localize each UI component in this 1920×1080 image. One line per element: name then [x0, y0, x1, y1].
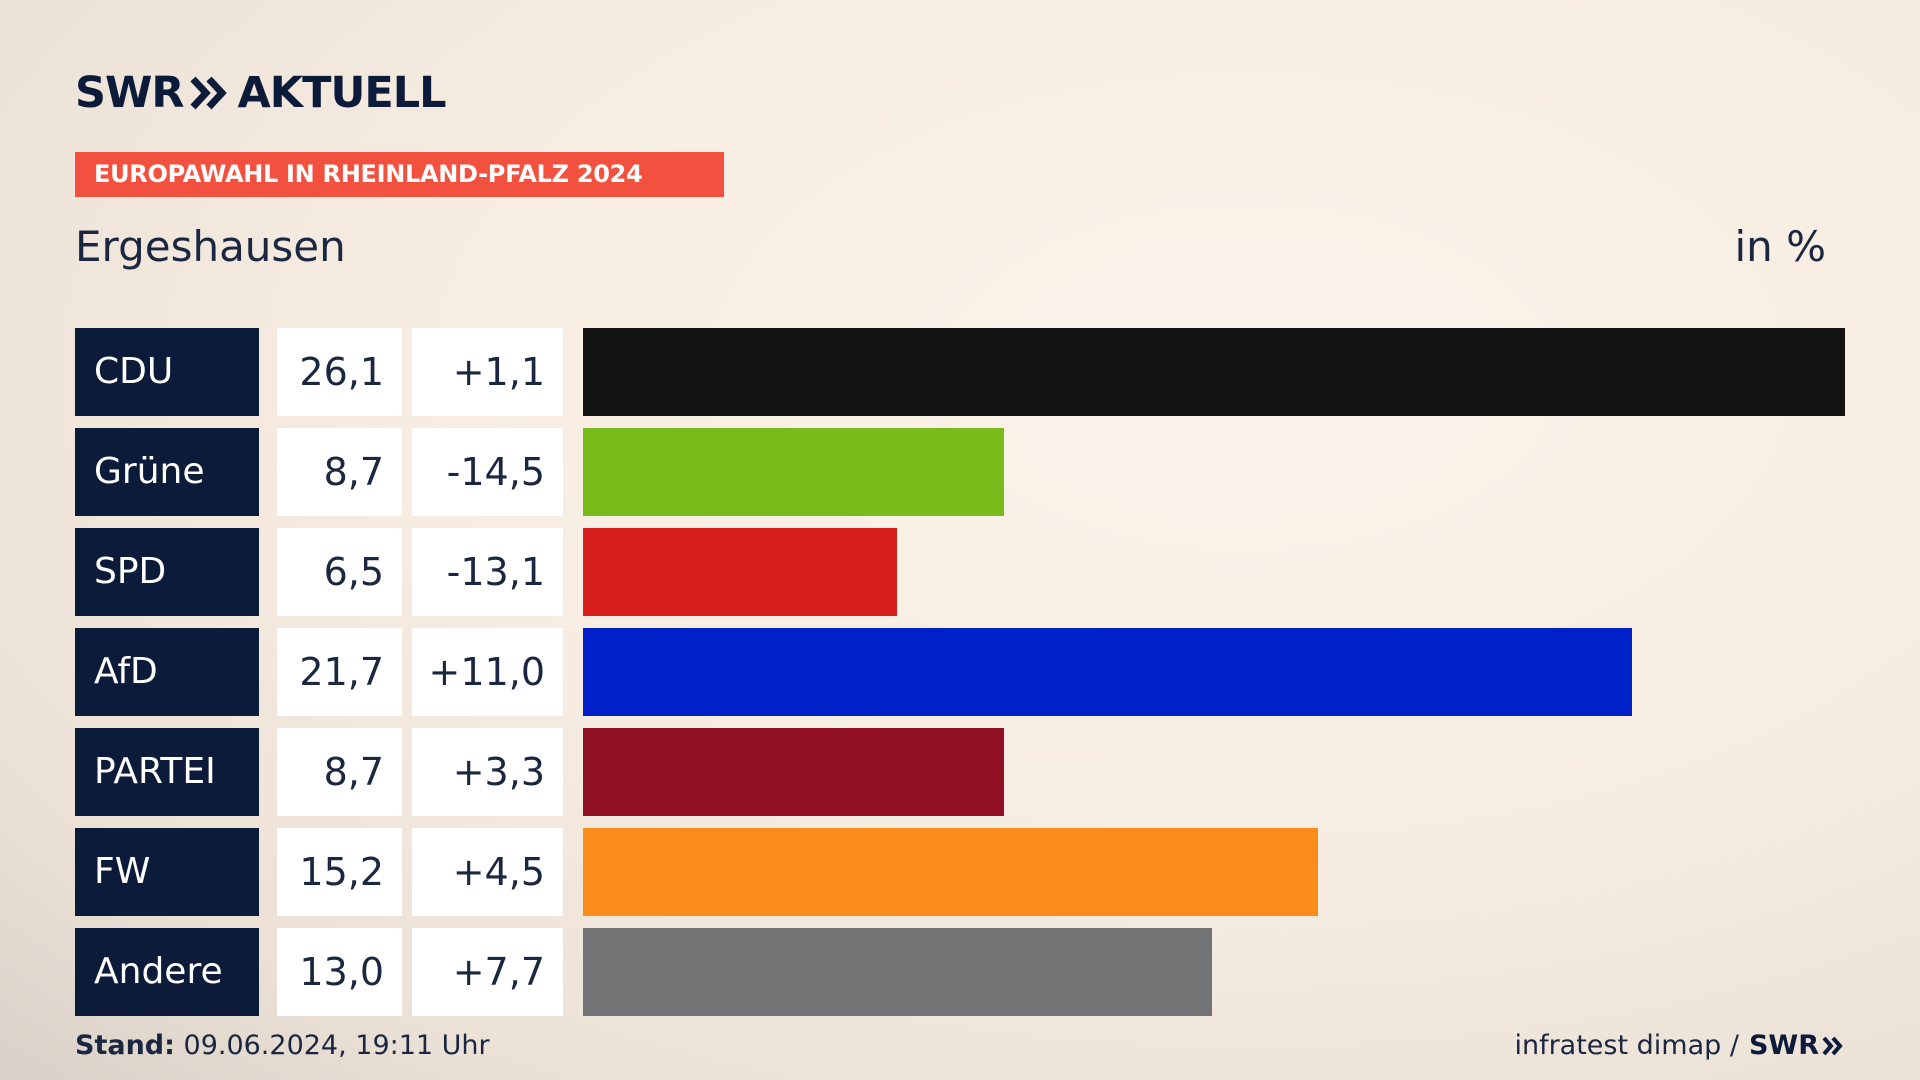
party-label: Grüne	[75, 428, 259, 516]
chart-row: PARTEI 8,7 +3,3	[75, 728, 1845, 816]
change-value: +3,3	[412, 728, 563, 816]
result-value: 6,5	[277, 528, 402, 616]
logo-swr-text: SWR	[75, 68, 185, 118]
result-value: 8,7	[277, 728, 402, 816]
result-bar	[583, 828, 1318, 916]
timestamp: Stand: 09.06.2024, 19:11 Uhr	[75, 1030, 490, 1061]
unit-label: in %	[1734, 222, 1826, 271]
result-bar	[583, 728, 1004, 816]
result-value: 13,0	[277, 928, 402, 1016]
chart-row: CDU 26,1 +1,1	[75, 328, 1845, 416]
result-bar	[583, 628, 1632, 716]
result-value: 21,7	[277, 628, 402, 716]
party-label: PARTEI	[75, 728, 259, 816]
party-label: AfD	[75, 628, 259, 716]
election-banner: EUROPAWAHL IN RHEINLAND-PFALZ 2024	[75, 152, 724, 197]
place-title: Ergeshausen	[75, 222, 346, 271]
source-text: infratest dimap /	[1514, 1030, 1739, 1061]
result-bar	[583, 528, 897, 616]
change-value: +11,0	[412, 628, 563, 716]
stand-value: 09.06.2024, 19:11 Uhr	[183, 1030, 490, 1061]
chart-row: Andere 13,0 +7,7	[75, 928, 1845, 1016]
party-label: Andere	[75, 928, 259, 1016]
chart-row: Grüne 8,7 -14,5	[75, 428, 1845, 516]
party-label: SPD	[75, 528, 259, 616]
result-value: 15,2	[277, 828, 402, 916]
small-double-chevron-icon	[1822, 1036, 1843, 1055]
change-value: -13,1	[412, 528, 563, 616]
change-value: -14,5	[412, 428, 563, 516]
source-swr-logo: SWR	[1748, 1030, 1819, 1061]
logo-aktuell-text: AKTUELL	[237, 68, 447, 118]
double-chevron-icon	[189, 76, 227, 110]
change-value: +4,5	[412, 828, 563, 916]
result-value: 8,7	[277, 428, 402, 516]
swr-aktuell-logo: SWR AKTUELL	[75, 68, 447, 118]
change-value: +7,7	[412, 928, 563, 1016]
result-bar	[583, 428, 1004, 516]
change-value: +1,1	[412, 328, 563, 416]
result-value: 26,1	[277, 328, 402, 416]
chart-row: FW 15,2 +4,5	[75, 828, 1845, 916]
stand-label: Stand:	[75, 1030, 175, 1061]
chart-row: AfD 21,7 +11,0	[75, 628, 1845, 716]
party-label: FW	[75, 828, 259, 916]
source-credit: infratest dimap / SWR	[1514, 1030, 1844, 1061]
result-bar	[583, 328, 1845, 416]
party-label: CDU	[75, 328, 259, 416]
chart-row: SPD 6,5 -13,1	[75, 528, 1845, 616]
result-bar	[583, 928, 1212, 1016]
